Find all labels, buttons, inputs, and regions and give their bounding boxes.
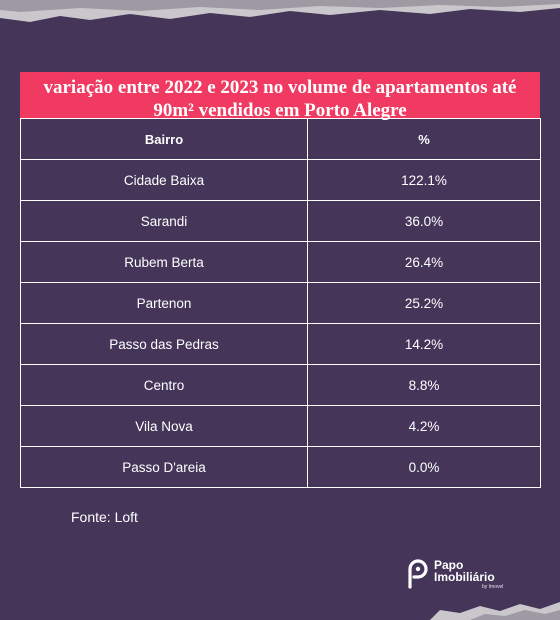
cell-percent: 26.4% bbox=[307, 241, 541, 283]
column-header-percent: % bbox=[307, 118, 541, 160]
logo-text-line1: Papo bbox=[434, 558, 464, 572]
cell-percent: 122.1% bbox=[307, 159, 541, 201]
table-row: Rubem Berta 26.4% bbox=[20, 241, 541, 283]
torn-paper-top bbox=[0, 0, 560, 22]
cell-bairro: Cidade Baixa bbox=[20, 159, 308, 201]
cell-percent: 25.2% bbox=[307, 282, 541, 324]
torn-paper-bottom bbox=[430, 602, 560, 620]
cell-bairro: Partenon bbox=[20, 282, 308, 324]
cell-percent: 14.2% bbox=[307, 323, 541, 365]
table-row: Partenon 25.2% bbox=[20, 282, 541, 324]
cell-bairro: Passo D'areia bbox=[20, 446, 308, 488]
brand-logo: Papo Imobiliário by Imovel bbox=[404, 557, 514, 593]
table-row: Sarandi 36.0% bbox=[20, 200, 541, 242]
table-row: Passo D'areia 0.0% bbox=[20, 446, 541, 488]
data-table-container: variação entre 2022 e 2023 no volume de … bbox=[20, 72, 541, 488]
cell-percent: 36.0% bbox=[307, 200, 541, 242]
logo-text-line2: Imobiliário bbox=[434, 570, 495, 584]
cell-percent: 8.8% bbox=[307, 364, 541, 406]
cell-bairro: Sarandi bbox=[20, 200, 308, 242]
logo-mark-icon bbox=[408, 559, 428, 589]
column-header-bairro: Bairro bbox=[20, 118, 308, 160]
table-row: Cidade Baixa 122.1% bbox=[20, 159, 541, 201]
cell-bairro: Passo das Pedras bbox=[20, 323, 308, 365]
cell-bairro: Vila Nova bbox=[20, 405, 308, 447]
cell-bairro: Rubem Berta bbox=[20, 241, 308, 283]
cell-bairro: Centro bbox=[20, 364, 308, 406]
table-title: variação entre 2022 e 2023 no volume de … bbox=[20, 72, 540, 121]
data-table: Bairro % Cidade Baixa 122.1% Sarandi 36.… bbox=[20, 118, 541, 488]
cell-percent: 0.0% bbox=[307, 446, 541, 488]
table-row: Centro 8.8% bbox=[20, 364, 541, 406]
logo-byline: by Imovel bbox=[482, 584, 504, 590]
table-row: Passo das Pedras 14.2% bbox=[20, 323, 541, 365]
cell-percent: 4.2% bbox=[307, 405, 541, 447]
table-header-row: Bairro % bbox=[20, 118, 541, 160]
source-note: Fonte: Loft bbox=[71, 509, 138, 525]
table-row: Vila Nova 4.2% bbox=[20, 405, 541, 447]
